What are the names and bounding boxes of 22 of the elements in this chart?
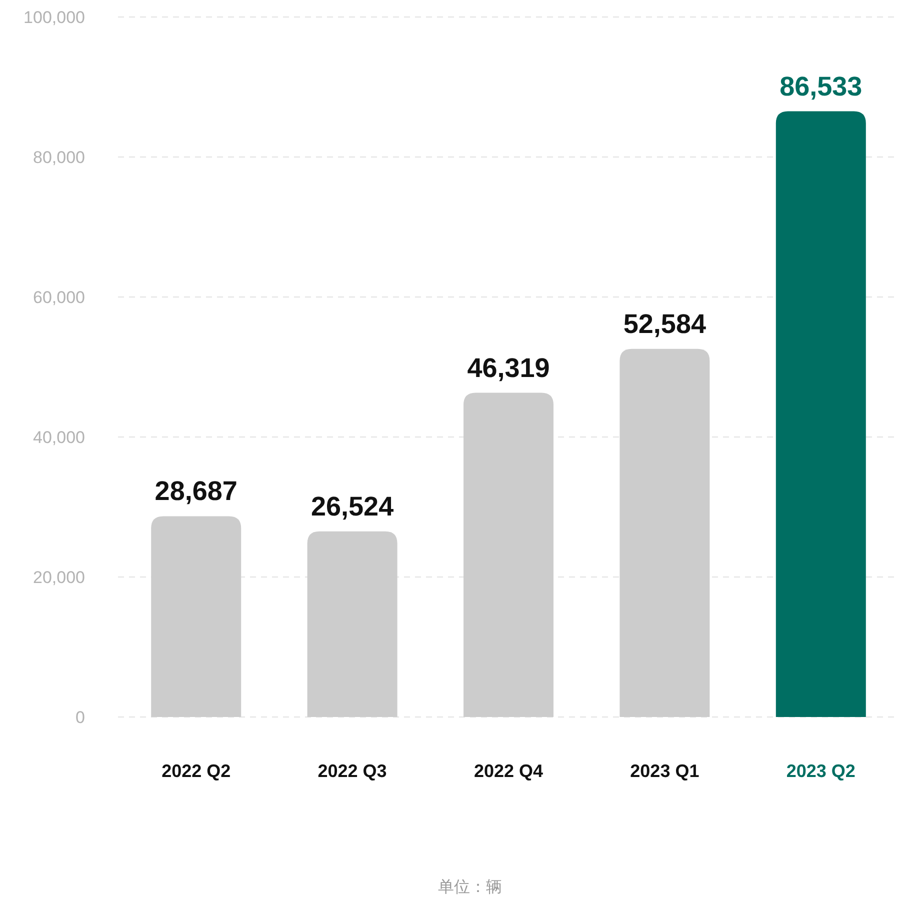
bar [620,348,710,717]
bar [151,516,242,717]
bar [776,111,866,717]
x-tick-label: 2023 Q2 [786,761,856,781]
y-tick-label: 80,000 [33,148,85,167]
y-tick-label: 40,000 [33,428,85,447]
data-label: 46,319 [467,352,550,383]
text: 单位：辆 [438,877,502,896]
x-tick-label: 2022 Q3 [318,761,387,781]
bar [307,531,398,717]
x-tick-label: 2023 Q1 [630,761,700,781]
data-label: 28,687 [154,476,238,506]
y-tick-label: 60,000 [33,288,85,307]
x-tick-label: 2022 Q2 [162,761,231,781]
data-label: 86,533 [780,71,862,102]
data-label: 26,524 [311,491,394,522]
x-tick-label: 2022 Q4 [474,761,544,781]
y-tick-label: 100,000 [24,8,85,27]
y-tick-label: 20,000 [33,568,85,587]
bar [464,392,554,717]
y-tick-label: 0 [76,708,85,727]
data-label: 52,584 [623,308,706,339]
